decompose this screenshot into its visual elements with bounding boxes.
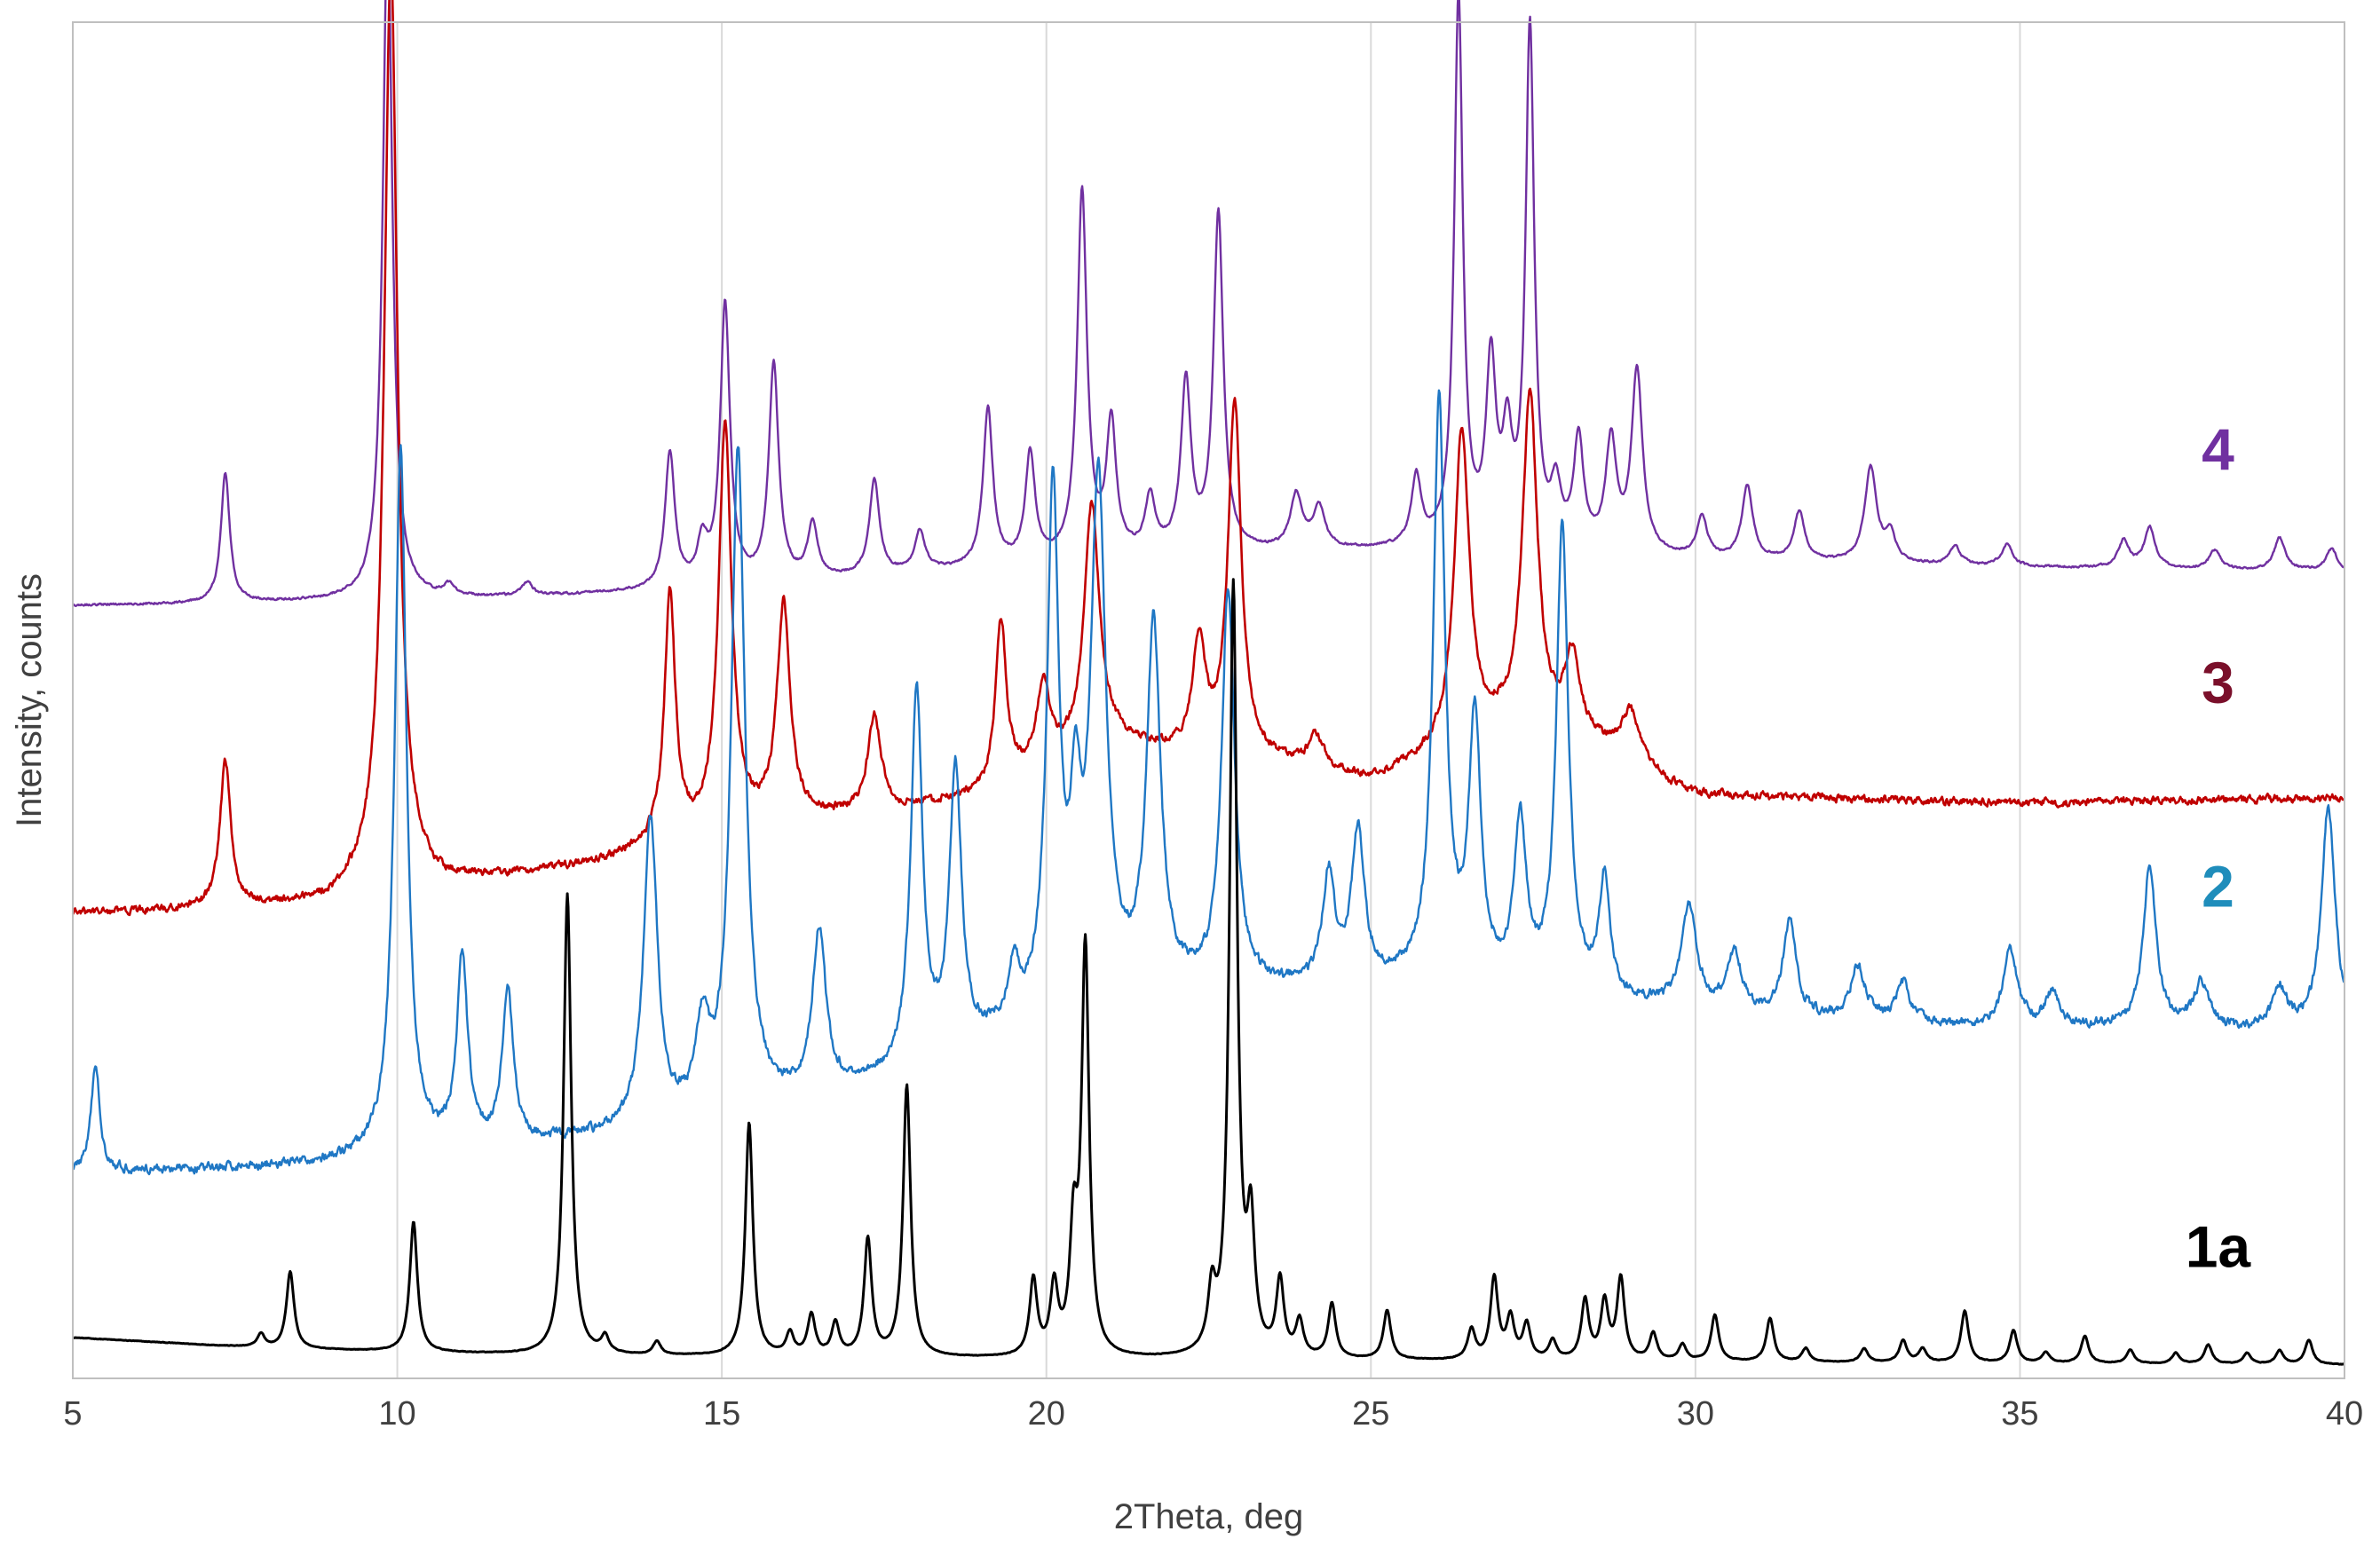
- series-line-4: [72, 0, 2345, 607]
- series-line-3: [71, 0, 2345, 917]
- x-tick-label: 30: [1677, 1395, 1714, 1433]
- x-tick-label: 5: [63, 1395, 82, 1433]
- x-tick-label: 15: [703, 1395, 740, 1433]
- x-tick-label: 10: [378, 1395, 415, 1433]
- series-line-1a: [72, 578, 2345, 1366]
- x-tick-label: 20: [1028, 1395, 1065, 1433]
- series-label-3: 3: [2202, 650, 2234, 715]
- y-axis-title: Intensity, counts: [10, 573, 49, 827]
- series-label-2: 2: [2202, 853, 2234, 919]
- series-labels: 4 3 2 1a: [2186, 416, 2252, 1279]
- series-line-2: [72, 389, 2345, 1176]
- x-axis-title: 2Theta, deg: [1114, 1497, 1304, 1536]
- series-label-1a: 1a: [2186, 1214, 2252, 1280]
- series-label-4: 4: [2202, 416, 2234, 482]
- x-tick-label: 35: [2001, 1395, 2038, 1433]
- x-tick-labels: 5 10 15 20 25 30 35 40: [63, 1395, 2363, 1433]
- plot-area-frame: [72, 21, 2345, 1379]
- series-lines: [71, 0, 2345, 1366]
- x-tick-label: 40: [2326, 1395, 2363, 1433]
- x-tick-label: 25: [1352, 1395, 1389, 1433]
